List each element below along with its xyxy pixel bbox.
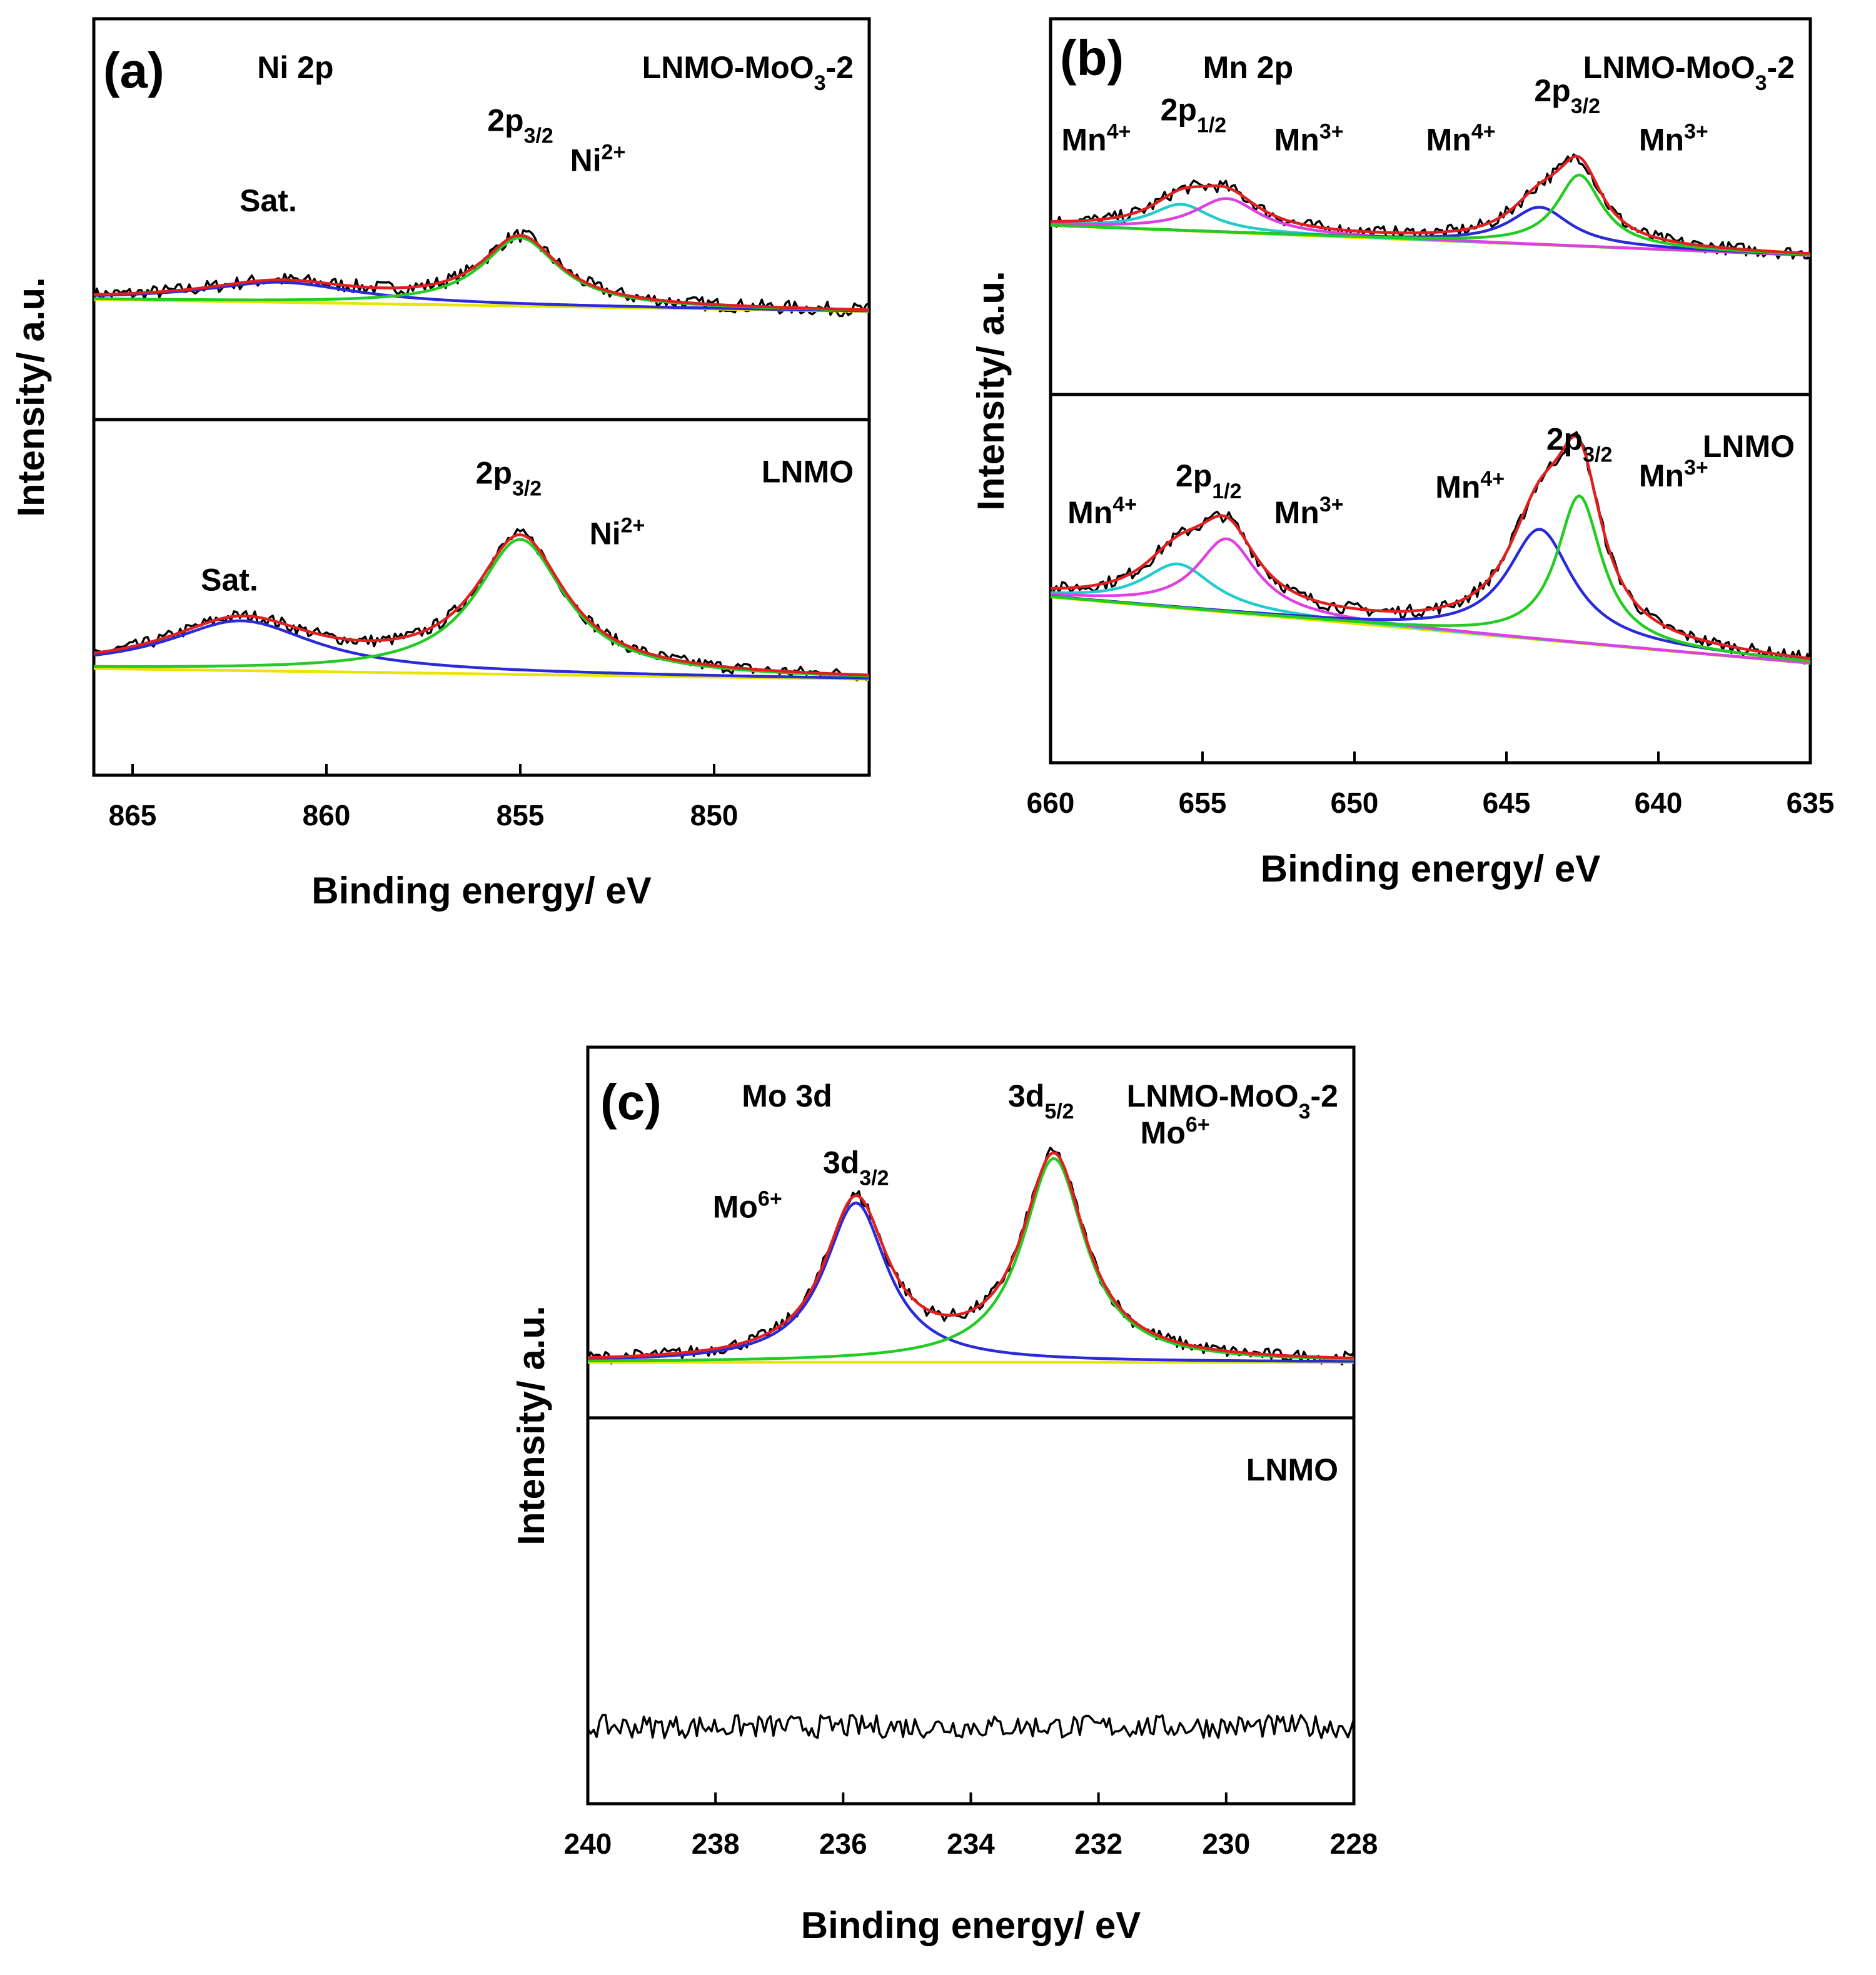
fit-component	[587, 1201, 1354, 1363]
fit-component	[1050, 494, 1811, 663]
peak-annotation: Mn3+	[1639, 456, 1708, 493]
core-level-title: Mo 3d	[742, 1078, 832, 1113]
x-tick-label: 228	[1330, 1827, 1378, 1860]
y-axis-title: Intensity/ a.u.	[970, 271, 1012, 510]
raw-spectrum	[93, 528, 870, 681]
x-tick-label: 230	[1202, 1827, 1250, 1860]
peak-annotation: 2p1/2	[1161, 92, 1227, 137]
x-tick-label: 236	[819, 1827, 867, 1860]
panel-b: 660 655 650 645 640 635 Binding energy/ eV Inte…	[970, 17, 1835, 890]
peak-annotation: 2p3/2	[1534, 73, 1600, 118]
x-tick-label: 238	[692, 1827, 740, 1860]
y-axis-title: Intensity/ a.u.	[10, 277, 52, 516]
fit-component	[93, 281, 870, 313]
x-tick-label: 660	[1027, 786, 1075, 819]
plot-frame	[92, 17, 871, 777]
x-tick-label: 655	[1179, 786, 1227, 819]
x-tick-label: 640	[1635, 786, 1683, 819]
subplot-bottom: LNMO Sat. 2p3/2 Ni2+	[93, 454, 870, 681]
panel-letter: (a)	[103, 43, 164, 98]
peak-annotation: 2p3/2	[476, 456, 542, 501]
peak-annotation: 2p1/2	[1176, 458, 1242, 503]
x-tick-label: 850	[690, 799, 739, 832]
peak-annotation: Mo6+	[713, 1187, 782, 1225]
subplot-top: LNMO-MoO3-2 Sat. 2p3/2 Ni2+	[93, 50, 870, 318]
raw-spectrum	[587, 1714, 1355, 1739]
plot-frame	[1049, 17, 1812, 765]
peak-annotation: Sat.	[201, 562, 258, 597]
fit-component	[587, 1157, 1354, 1363]
sample-label: LNMO	[762, 454, 854, 489]
fit-envelope	[1050, 154, 1811, 255]
panel-letter: (b)	[1060, 30, 1124, 86]
sample-label: LNMO-MoO3-2	[1127, 1078, 1338, 1123]
fit-envelope	[1051, 435, 1811, 660]
subplot-bottom: LNMO Mn4+ 2p1/2 Mn3+ Mn4+ 2p3/2 Mn3+	[1049, 421, 1812, 665]
peak-annotation: Ni2+	[570, 141, 626, 178]
peak-annotation: 3d5/2	[1008, 1078, 1074, 1123]
fit-component	[93, 538, 870, 678]
subplot-bottom: LNMO	[587, 1452, 1355, 1739]
raw-spectrum	[1049, 431, 1812, 665]
peak-annotation: Mn4+	[1067, 493, 1137, 530]
fit-envelope	[93, 234, 870, 311]
sample-label: LNMO	[1703, 429, 1795, 464]
x-tick-label: 234	[947, 1827, 995, 1860]
peak-annotation: Mn3+	[1639, 119, 1708, 157]
sample-label: LNMO-MoO3-2	[642, 50, 854, 95]
x-axis-title: Binding energy/ eV	[311, 870, 651, 912]
panel-letter: (c)	[600, 1074, 662, 1130]
peak-annotation: Mn3+	[1274, 493, 1344, 530]
x-tick-label: 240	[564, 1827, 612, 1860]
x-axis-title: Binding energy/ eV	[1261, 848, 1600, 890]
x-tick-label: 645	[1483, 786, 1531, 819]
peak-annotation: Mo6+	[1141, 1113, 1210, 1150]
peak-annotation: 3d3/2	[823, 1145, 889, 1190]
x-tick-label: 865	[109, 799, 157, 832]
sample-label: LNMO	[1246, 1452, 1338, 1487]
fit-component	[93, 619, 870, 680]
peak-annotation: Mn3+	[1274, 119, 1344, 157]
x-tick-label: 635	[1787, 786, 1835, 819]
panel-a: 865 860 855 850 Binding energy/ eV Intensity/…	[10, 17, 871, 912]
peak-annotation: 2p3/2	[1546, 421, 1613, 466]
fit-component	[1050, 173, 1811, 256]
subplot-top: LNMO-MoO3-2 Mn4+ 2p1/2 Mn3+ Mn4+ 2p3/2 Mn3+	[1050, 50, 1812, 260]
fit-envelope	[587, 1151, 1354, 1360]
background-line	[93, 667, 870, 681]
x-tick-label: 860	[303, 799, 351, 832]
x-tick-label: 232	[1074, 1827, 1122, 1860]
peak-annotation: Mn4+	[1426, 119, 1496, 157]
fit-component	[1050, 537, 1811, 665]
y-axis-title: Intensity/ a.u.	[510, 1305, 552, 1545]
peak-annotation: Ni2+	[590, 513, 645, 551]
x-tick-label: 855	[497, 799, 545, 832]
peak-annotation: Mn4+	[1435, 467, 1505, 505]
peak-annotation: 2p3/2	[487, 103, 553, 148]
x-axis-title: Binding energy/ eV	[801, 1904, 1141, 1946]
core-level-title: Ni 2p	[257, 50, 333, 85]
peak-annotation: Mn4+	[1061, 119, 1131, 157]
peak-annotation: Sat.	[240, 183, 297, 218]
fit-envelope	[93, 533, 870, 677]
core-level-title: Mn 2p	[1203, 50, 1293, 85]
sample-label: LNMO-MoO3-2	[1583, 50, 1795, 95]
panel-c: 240 238 236 234 232 230 228 Binding energy/ eV I…	[510, 1045, 1378, 1946]
x-tick-label: 650	[1331, 786, 1379, 819]
